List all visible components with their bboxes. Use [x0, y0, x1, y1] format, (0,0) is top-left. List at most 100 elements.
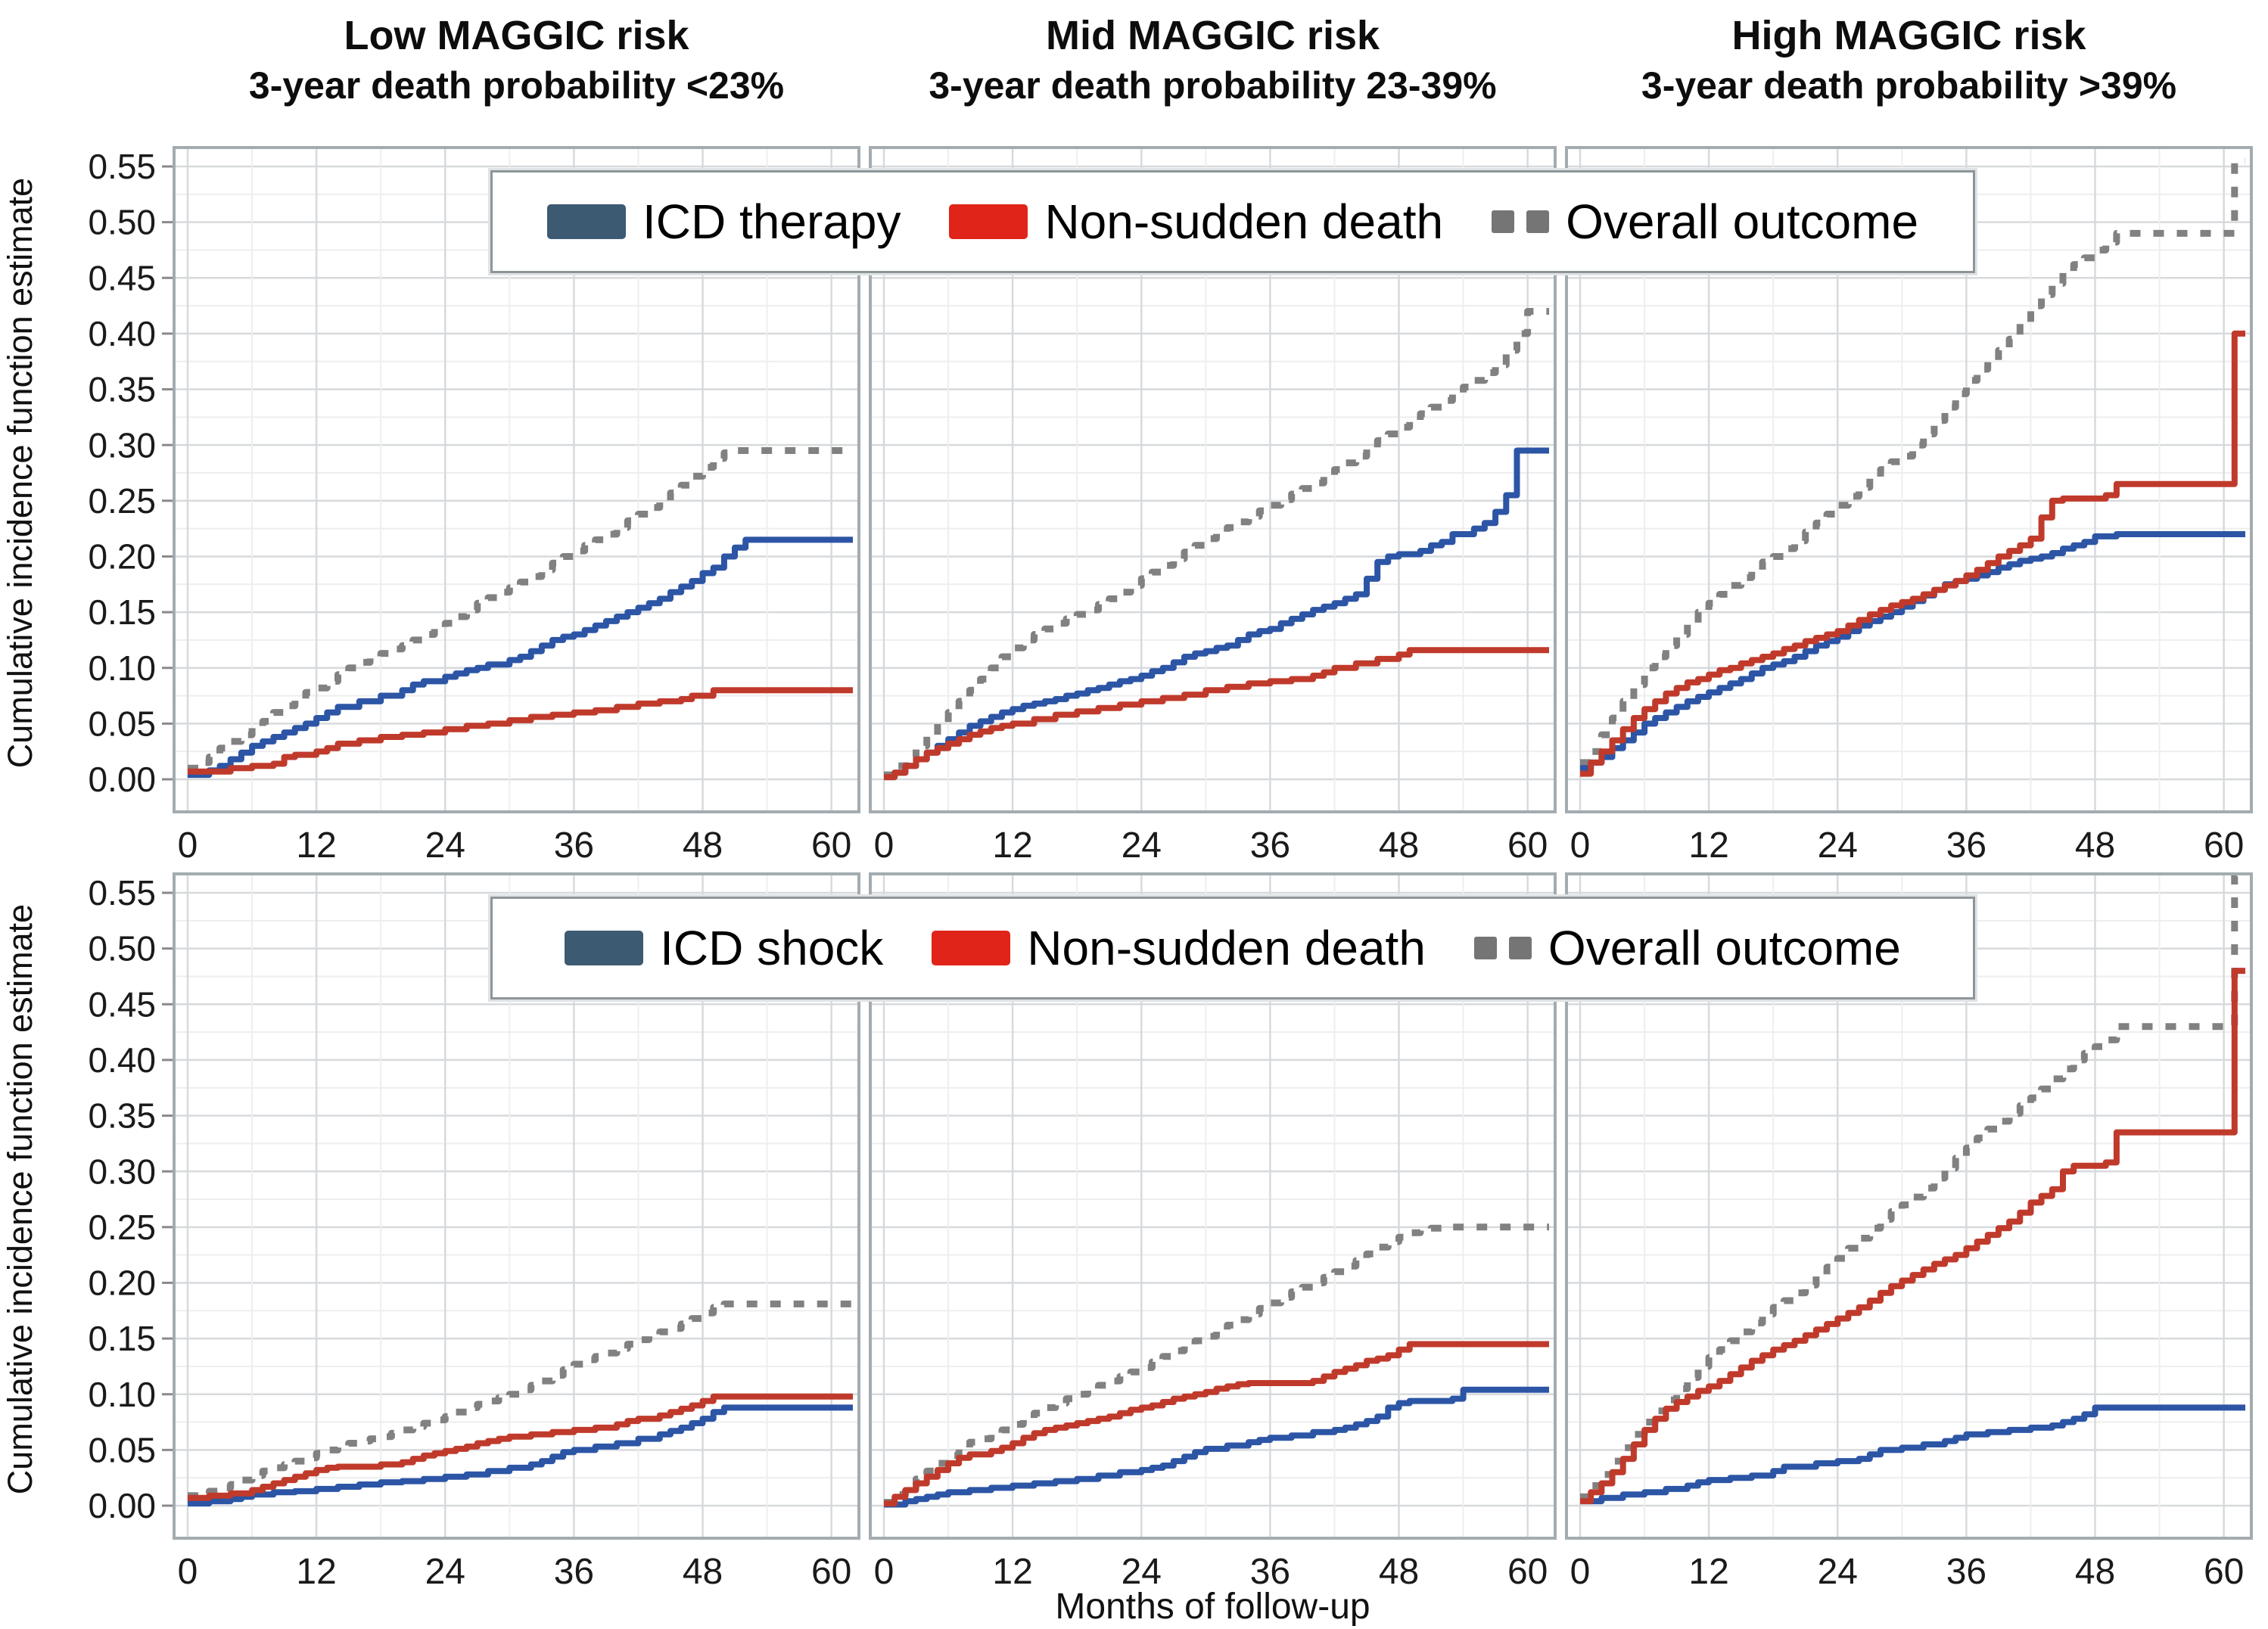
- row-icd-shock-legend: ICD shock Non-sudden death Overall outco…: [490, 897, 1975, 999]
- x-tick-label: 36: [1946, 1552, 1986, 1592]
- y-tick-label: 0.20: [88, 1264, 156, 1303]
- series-overall-outcome: [884, 308, 1549, 779]
- legend-label-nonsudden-death: Non-sudden death: [1044, 194, 1444, 249]
- series-icd-shock: [188, 1404, 853, 1507]
- x-tick-label: 36: [554, 825, 594, 866]
- x-tick-label: 24: [425, 825, 465, 866]
- y-tick-label: 0.05: [88, 1430, 156, 1469]
- x-tick-label: 24: [1818, 825, 1858, 866]
- x-tick-label: 12: [296, 1552, 336, 1592]
- series-non-sudden-death: [884, 1341, 1549, 1507]
- series-icd-therapy: [1580, 531, 2245, 772]
- panel-title-high-line1: High MAGGIC risk: [1731, 13, 2086, 58]
- series-overall-outcome: [884, 1223, 1549, 1506]
- x-tick-label: 0: [1570, 1552, 1591, 1592]
- series-overall-outcome: [1580, 872, 2245, 1500]
- x-tick-label: 48: [1379, 1552, 1419, 1592]
- x-tick-label: 24: [1818, 1552, 1858, 1592]
- panel-title-mid: Mid MAGGIC risk 3-year death probability…: [870, 11, 1555, 109]
- legend-item-overall-outcome-2: Overall outcome: [1473, 920, 1901, 976]
- panel-title-high: High MAGGIC risk 3-year death probabilit…: [1566, 11, 2251, 109]
- y-tick-label: 0.20: [88, 537, 156, 577]
- x-tick-label: 12: [1688, 825, 1728, 866]
- y-tick-label: 0.45: [88, 258, 156, 297]
- y-axis-label: Cumulative incidence function estimate: [1, 904, 39, 1494]
- x-tick-label: 60: [811, 1552, 851, 1592]
- series-icd-shock: [1580, 1404, 2245, 1505]
- x-tick-label: 36: [1250, 825, 1290, 866]
- x-tick-label: 48: [683, 1552, 723, 1592]
- panel-title-mid-line2: 3-year death probability 23-39%: [929, 64, 1497, 107]
- x-tick-label: 60: [1507, 1552, 1548, 1592]
- legend-label-nonsudden-death-2: Non-sudden death: [1027, 921, 1426, 975]
- y-tick-label: 0.25: [88, 481, 156, 521]
- x-tick-label: 60: [2204, 1552, 2244, 1592]
- row-icd-shock-plots: Cumulative incidence function estimate 0.…: [1, 872, 2253, 1592]
- row-icd-therapy-legend: ICD therapy Non-sudden death Overall out…: [490, 170, 1975, 273]
- nonsudden-death-swatch-icon: [949, 204, 1028, 239]
- x-tick-label: 48: [683, 825, 723, 866]
- series-overall-outcome: [1580, 157, 2245, 766]
- x-axis-label: Months of follow-up: [1055, 1587, 1370, 1627]
- y-tick-label: 0.35: [88, 370, 156, 409]
- y-tick-label: 0.25: [88, 1208, 156, 1247]
- x-tick-label: 48: [1379, 825, 1419, 866]
- legend-item-nonsudden-death: Non-sudden death: [949, 194, 1443, 250]
- series-non-sudden-death: [1580, 330, 2245, 777]
- legend-item-overall-outcome: Overall outcome: [1492, 194, 1918, 250]
- legend-label-icd-shock: ICD shock: [660, 921, 884, 975]
- y-tick-label: 0.30: [88, 425, 156, 465]
- x-tick-label: 24: [425, 1552, 465, 1592]
- x-tick-label: 60: [2204, 825, 2244, 866]
- x-tick-label: 0: [178, 825, 198, 866]
- row-icd-therapy-plots: Cumulative incidence function estimate 0.…: [1, 146, 2253, 866]
- overall-outcome-dashed-swatch-icon-2: [1473, 937, 1532, 959]
- row-icd-therapy: Cumulative incidence function estimate 0.…: [0, 140, 2268, 866]
- row-icd-shock: Cumulative incidence function estimate 0.…: [0, 866, 2268, 1593]
- legend-label-icd-therapy: ICD therapy: [642, 194, 901, 249]
- x-tick-label: 60: [811, 825, 851, 866]
- x-tick-label: 0: [178, 1552, 198, 1592]
- x-tick-label: 36: [1250, 1552, 1290, 1592]
- series-icd-shock: [884, 1386, 1549, 1508]
- x-tick-label: 12: [992, 825, 1032, 866]
- y-tick-label: 0.40: [88, 314, 156, 353]
- y-tick-label: 0.35: [88, 1096, 156, 1136]
- y-tick-label: 0.55: [88, 147, 156, 186]
- panel-title-low: Low MAGGIC risk 3-year death probability…: [174, 11, 859, 109]
- x-tick-label: 0: [874, 1552, 894, 1592]
- y-tick-label: 0.50: [88, 203, 156, 242]
- x-tick-label: 0: [874, 825, 894, 866]
- series-non-sudden-death: [188, 1393, 853, 1501]
- x-tick-label: 24: [1122, 1552, 1162, 1592]
- legend-label-overall-outcome: Overall outcome: [1566, 194, 1919, 249]
- series-non-sudden-death: [884, 647, 1549, 781]
- y-tick-label: 0.10: [88, 1375, 156, 1414]
- panel-frame: [869, 872, 1557, 1540]
- panel-title-low-line2: 3-year death probability <23%: [248, 64, 785, 107]
- x-tick-label: 12: [992, 1552, 1032, 1592]
- series-non-sudden-death: [188, 687, 853, 775]
- series-icd-therapy: [884, 447, 1549, 781]
- y-tick-label: 0.15: [88, 592, 156, 632]
- series-icd-therapy: [188, 536, 853, 779]
- panel-frame: [173, 146, 860, 813]
- panel-title-mid-line1: Mid MAGGIC risk: [1045, 13, 1380, 58]
- x-tick-label: 12: [296, 825, 336, 866]
- x-tick-label: 48: [2075, 825, 2115, 866]
- y-tick-label: 0.40: [88, 1040, 156, 1080]
- column-titles: Low MAGGIC risk 3-year death probability…: [0, 11, 2268, 139]
- x-tick-label: 24: [1122, 825, 1162, 866]
- x-tick-label: 0: [1570, 825, 1591, 866]
- series-overall-outcome: [188, 1300, 853, 1500]
- y-axis-label: Cumulative incidence function estimate: [1, 178, 39, 768]
- legend-label-overall-outcome-2: Overall outcome: [1548, 921, 1901, 975]
- x-tick-label: 36: [1946, 825, 1986, 866]
- icd-therapy-swatch-icon: [546, 204, 626, 239]
- x-tick-label: 60: [1507, 825, 1548, 866]
- y-tick-label: 0.05: [88, 704, 156, 743]
- y-tick-label: 0.15: [88, 1319, 156, 1358]
- overall-outcome-dashed-swatch-icon: [1492, 210, 1550, 233]
- panel-title-high-line2: 3-year death probability >39%: [1641, 64, 2177, 107]
- legend-item-icd-shock: ICD shock: [565, 920, 883, 976]
